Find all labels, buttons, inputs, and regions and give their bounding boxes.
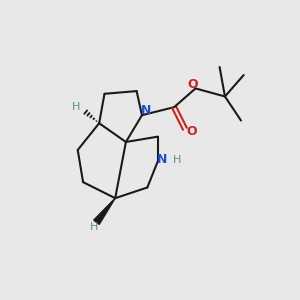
Text: H: H <box>173 155 182 165</box>
Text: O: O <box>186 125 197 138</box>
Text: N: N <box>157 153 167 166</box>
Text: O: O <box>188 78 198 91</box>
Polygon shape <box>94 198 115 224</box>
Text: H: H <box>72 102 81 112</box>
Text: H: H <box>90 222 98 232</box>
Text: N: N <box>141 104 151 117</box>
